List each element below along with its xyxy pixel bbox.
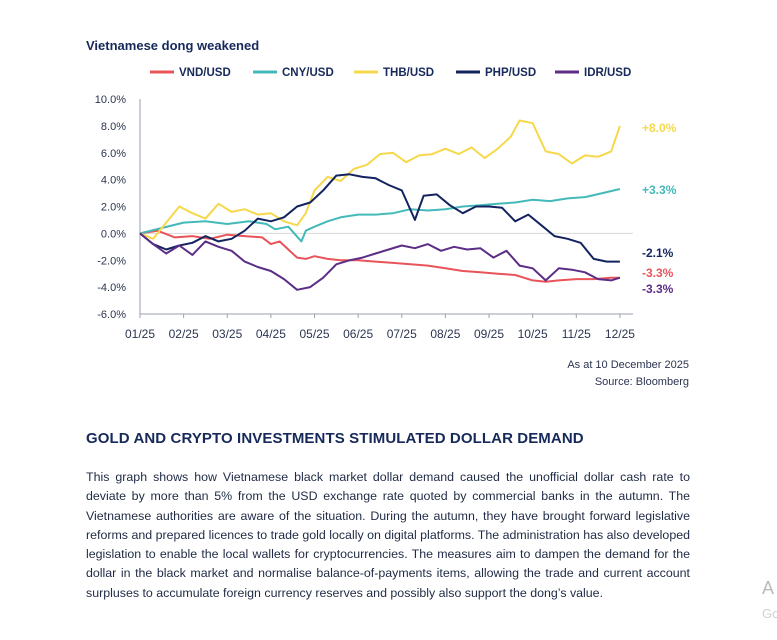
end-label: -2.1% xyxy=(642,246,674,260)
legend-label: THB/USD xyxy=(383,67,434,79)
legend-label: PHP/USD xyxy=(485,67,536,79)
y-tick-label: 6.0% xyxy=(101,148,126,160)
legend-label: VND/USD xyxy=(179,67,231,79)
y-tick-label: 8.0% xyxy=(101,121,126,133)
legend-label: CNY/USD xyxy=(282,67,334,79)
series-line-php-usd xyxy=(139,173,620,263)
line-chart: 10.0% 8.0% 6.0% 4.0% 2.0% 0.0% -2.0% -4.0% -6.0%… xyxy=(95,67,677,341)
x-tick-label: 05/25 xyxy=(299,327,329,341)
end-label: -3.3% xyxy=(642,282,674,296)
y-tick-label: -4.0% xyxy=(97,282,126,294)
as-at-date: As at 10 December 2025 xyxy=(567,359,689,371)
y-tick-label: -6.0% xyxy=(97,309,126,321)
end-labels: -3.3% +3.3% +8.0% -2.1% -3.3% xyxy=(642,121,677,296)
x-tick-label: 08/25 xyxy=(430,327,460,341)
chart-title: Vietnamese dong weakened xyxy=(86,38,260,53)
end-label: -3.3% xyxy=(642,266,674,280)
end-label: +3.3% xyxy=(642,183,677,197)
x-tick-label: 01/25 xyxy=(125,327,155,341)
y-tick-label: 10.0% xyxy=(95,94,126,106)
x-tick-label: 10/25 xyxy=(518,327,548,341)
source-text: Source: Bloomberg xyxy=(594,376,689,388)
legend-label: IDR/USD xyxy=(584,67,631,79)
x-tick-label: 09/25 xyxy=(474,327,504,341)
chart-note: As at 10 December 2025 Source: Bloomberg xyxy=(489,357,689,391)
y-tick-label: 0.0% xyxy=(101,228,126,240)
y-tick-label: 4.0% xyxy=(101,175,126,187)
x-tick-label: 07/25 xyxy=(387,327,417,341)
chart-series xyxy=(139,119,621,291)
section-heading: GOLD AND CRYPTO INVESTMENTS STIMULATED D… xyxy=(86,430,584,447)
side-text-fragment-2: Go xyxy=(762,606,777,621)
x-tick-label: 03/25 xyxy=(212,327,242,341)
y-tick-label: -2.0% xyxy=(97,255,126,267)
article-body: This graph shows how Vietnamese black ma… xyxy=(86,470,690,600)
x-tick-label: 02/25 xyxy=(169,327,199,341)
end-label: +8.0% xyxy=(642,121,677,135)
x-tick-label: 06/25 xyxy=(343,327,373,341)
series-line-cny-usd xyxy=(139,188,621,243)
side-text-fragment: A xyxy=(762,578,775,598)
x-tick-label: 11/25 xyxy=(562,327,591,341)
chart-legend: VND/USD CNY/USD THB/USD PHP/USD IDR/USD xyxy=(150,67,631,79)
series-line-thb-usd xyxy=(139,119,621,240)
chart-axes: 10.0% 8.0% 6.0% 4.0% 2.0% 0.0% -2.0% -4.0% -6.0%… xyxy=(95,94,635,341)
y-tick-label: 2.0% xyxy=(101,202,126,214)
x-tick-label: 04/25 xyxy=(256,327,286,341)
series-line-vnd-usd xyxy=(139,229,620,283)
series-line-idr-usd xyxy=(139,232,621,291)
x-tick-label: 12/25 xyxy=(605,327,635,341)
